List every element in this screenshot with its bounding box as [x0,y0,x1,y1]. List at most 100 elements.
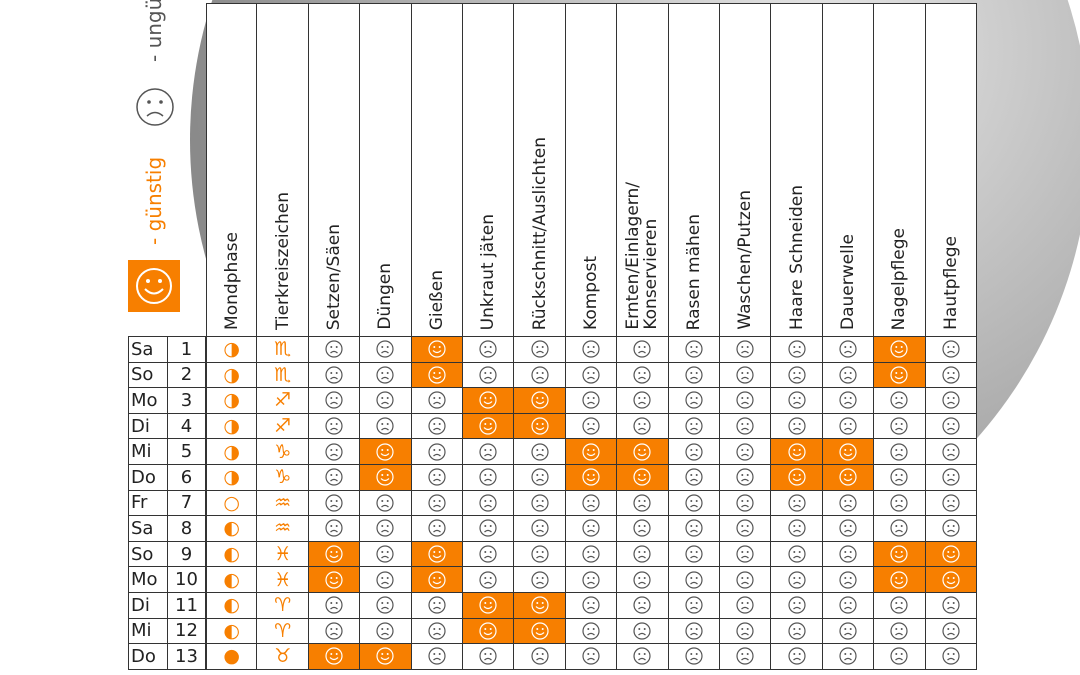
rating-cell [617,337,669,363]
rating-cell [771,516,823,542]
rating-cell [720,644,772,670]
day-cell: Di [128,593,168,619]
rating-cell [874,567,926,593]
rating-cell [874,337,926,363]
rating-cell [668,413,720,440]
date-cell: 7 [168,490,206,517]
bad-face [633,391,651,410]
rating-cell [874,439,926,465]
day-cell: Do [128,465,168,491]
rating-cell [925,439,977,465]
rating-cell [463,439,515,465]
rating-cell [565,516,618,542]
rating-cell [360,337,412,363]
rating-cell [411,567,463,593]
bad-face [787,571,806,589]
rating-cell [617,593,669,619]
rating-cell [617,644,669,670]
column-label: Rasen mähen [683,213,704,330]
day-cell: Mo [128,567,168,593]
bad-face [839,596,857,614]
rating-cell [668,618,720,645]
bad-face [479,340,497,358]
rating-cell [874,388,926,414]
bad-face [736,647,754,666]
rating-cell [874,413,926,440]
bad-face [839,571,857,589]
bad-face [582,519,600,538]
bad-face [736,596,754,614]
bad-face [787,417,806,435]
bad-face [890,443,908,461]
rating-cell [925,593,977,619]
rating-cell [668,567,720,593]
rating-cell [617,388,669,414]
rating-cell [411,465,463,491]
rating-cell [771,490,823,517]
rating-cell [822,490,875,517]
bad-face [530,519,549,538]
rating-cell [771,541,823,568]
moon-cell: ◑ [206,465,258,491]
rating-cell [514,337,566,363]
bad-face [633,647,651,666]
rating-cell [360,490,412,517]
bad-face [376,340,394,358]
rating-cell [514,465,566,491]
rating-cell [360,388,412,414]
rating-cell [411,362,463,389]
rating-cell [617,567,669,593]
moon-cell: ● [206,644,258,670]
bad-face [633,596,651,614]
rating-cell [720,413,772,440]
date-cell: 12 [168,618,206,645]
rating-cell [308,362,361,389]
rating-cell [668,439,720,465]
good-face [582,443,600,461]
bad-face [942,340,960,358]
rating-cell [411,644,463,670]
zodiac-cell: ♓ [257,541,309,568]
bad-face [479,366,497,384]
rating-cell [720,388,772,414]
rating-cell [668,388,720,414]
bad-face [890,519,908,538]
bad-face [376,622,394,640]
bad-face [582,571,600,589]
rating-cell [617,413,669,440]
rating-cell [771,618,823,645]
rating-cell [874,593,926,619]
bad-face [479,519,497,538]
rating-cell [463,465,515,491]
bad-face [890,391,908,410]
good-face [479,622,497,640]
moon-cell: ◑ [206,413,258,440]
day-cell: Sa [128,516,168,542]
column-header: Rückschnitt/Auslichten [514,3,566,337]
bad-face [582,340,600,358]
bad-face [685,545,703,563]
rating-cell [720,593,772,619]
column-label: Rückschnitt/Auslichten [529,136,550,330]
rating-cell [463,362,515,389]
good-face [428,340,446,358]
rating-cell [771,465,823,491]
good-face [633,443,651,461]
rating-cell [411,337,463,363]
rating-cell [822,439,875,465]
rating-cell [925,644,977,670]
rating-cell [771,439,823,465]
date-cell: 4 [168,413,206,440]
column-header: Düngen [360,3,412,337]
bad-face [428,443,446,461]
good-face [325,647,343,666]
rating-cell [720,618,772,645]
date-cell: 13 [168,644,206,670]
rating-cell [822,644,875,670]
bad-face [582,647,600,666]
good-face [479,417,497,435]
moon-cell: ◐ [206,516,258,542]
rating-cell [360,465,412,491]
column-header: Mondphase [206,3,258,337]
rating-cell [463,413,515,440]
